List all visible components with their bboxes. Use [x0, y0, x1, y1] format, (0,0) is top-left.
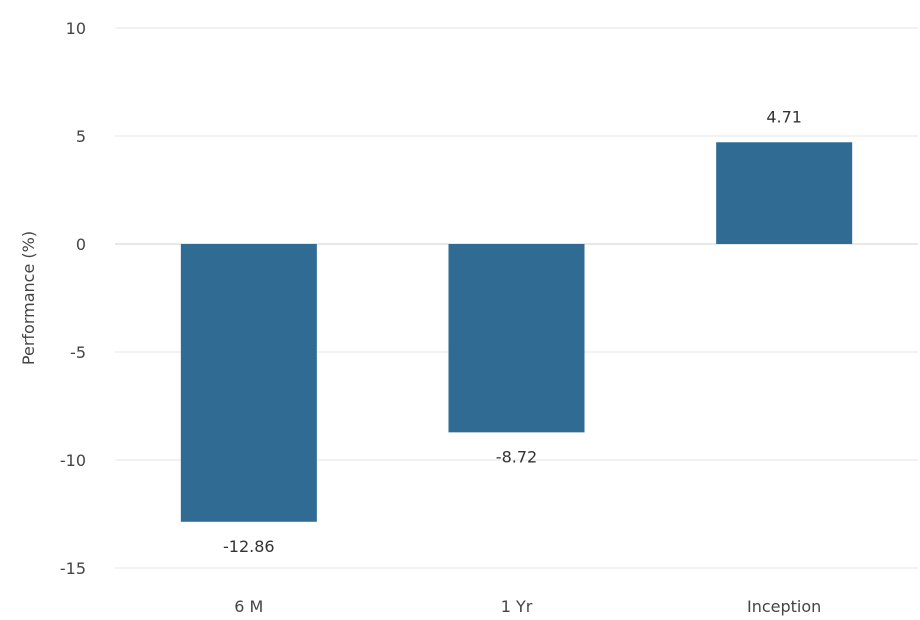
x-axis-ticks: 6 M 1 Yr Inception [234, 597, 821, 616]
data-label: -8.72 [496, 447, 537, 466]
bar-6-m[interactable] [180, 244, 317, 522]
y-tick-label: 5 [76, 127, 86, 146]
y-tick-label: -5 [70, 343, 86, 362]
data-label: 4.71 [766, 107, 802, 126]
x-tick-label: 6 M [234, 597, 263, 616]
bar-inception[interactable] [716, 142, 853, 244]
x-tick-label: 1 Yr [501, 597, 533, 616]
data-labels: -12.86 -8.72 4.71 [223, 107, 802, 556]
bars [180, 142, 853, 522]
y-tick-label: -10 [60, 451, 86, 470]
y-tick-label: 0 [76, 235, 86, 254]
data-label: -12.86 [223, 537, 275, 556]
y-axis-title: Performance (%) [19, 231, 38, 365]
y-tick-label: 10 [66, 19, 86, 38]
bar-1-yr[interactable] [448, 244, 585, 433]
x-tick-label: Inception [747, 597, 821, 616]
y-tick-label: -15 [60, 559, 86, 578]
y-axis-ticks: 10 5 0 -5 -10 -15 [60, 19, 86, 578]
